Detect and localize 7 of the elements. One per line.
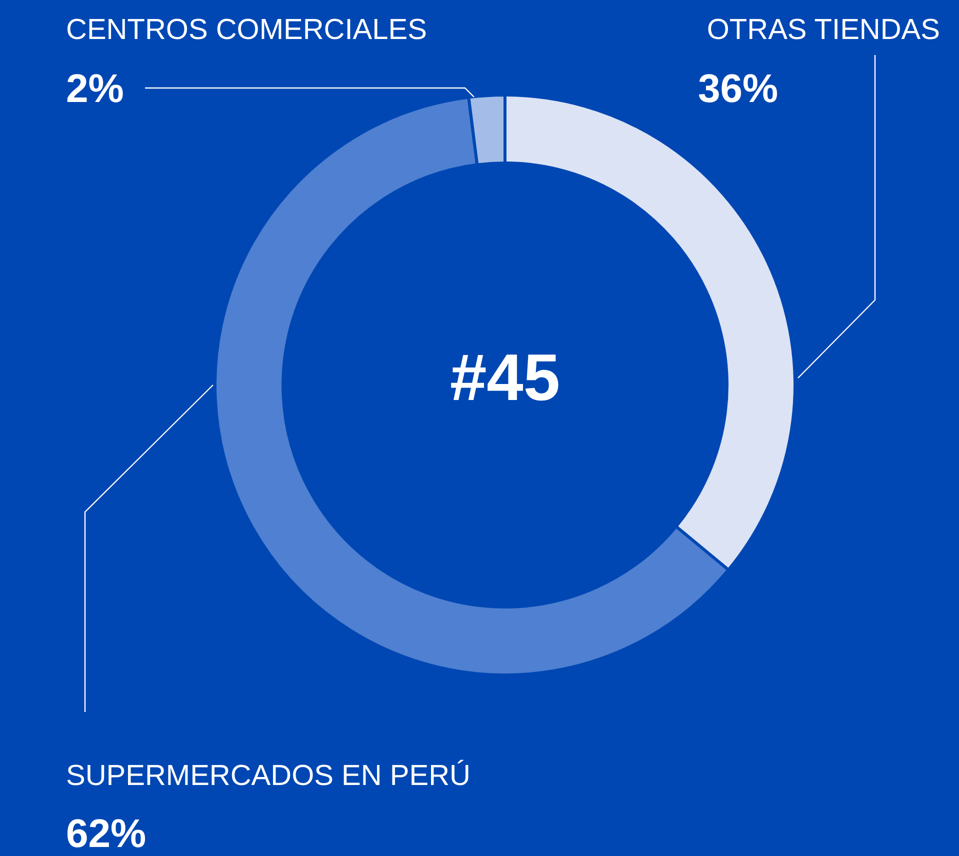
slice-label: CENTROS COMERCIALES — [66, 14, 427, 46]
text: #45 — [450, 340, 560, 414]
data-label: 36% — [698, 67, 778, 111]
data-label: 62% — [66, 812, 146, 856]
slice-label: SUPERMERCADOS EN PERÚ — [66, 759, 470, 792]
slice-label: OTRAS TIENDAS — [706, 14, 940, 46]
data-label: 2% — [66, 67, 124, 111]
